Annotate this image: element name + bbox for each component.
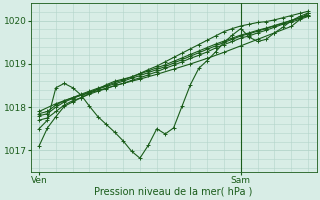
X-axis label: Pression niveau de la mer( hPa ): Pression niveau de la mer( hPa ) [94,187,253,197]
